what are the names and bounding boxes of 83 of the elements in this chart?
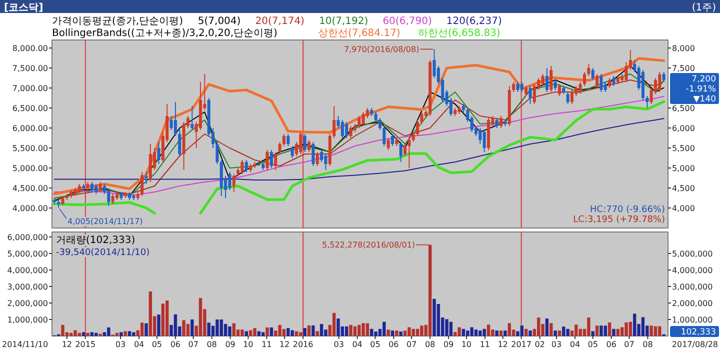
x-tick-label: 10 [243,340,254,349]
text: 하한선(6,658.83) [418,28,500,39]
x-tick-label: 06 [606,340,616,349]
x-tick-label: 05 [370,340,380,349]
x-tick-label: 11 [262,340,272,349]
y2-tick-label: 6,500 [672,104,695,113]
x-tick-label: 06 [388,340,399,349]
text: 5(7,004) [198,16,241,27]
x-tick-label: 2015 [75,340,96,349]
x-tick-label: 11 [480,340,490,349]
y-tick-label: 7,500.00 [12,64,48,73]
text: 2017/08/28 [672,340,718,349]
x-tick-label: 03 [551,340,562,349]
y-tick-label: 3,000,000 [7,282,48,292]
y-tick-label: 5,000,000 [7,249,48,258]
y2-tick-label: 1,000,000 [672,315,713,324]
y2-tick-label: 8,000 [672,44,695,53]
text: BollingerBands((고+저+종)/3,2,0,20,단순이평) [52,28,278,39]
text: (1주) [692,2,716,14]
y-tick-label: 7,000.00 [12,84,48,93]
chart-title: [코스닥] [4,2,44,14]
text: 10(7,192) [319,16,368,27]
y2-tick-label: 4,500 [672,184,695,193]
x-tick-label: 03 [115,340,126,349]
text: -1.91% [686,84,716,94]
x-tick-label: 04 [570,340,580,349]
y2-tick-label: 5,000,000 [672,249,713,258]
y2-tick-label: 2,000,000 [672,298,713,308]
text: 120(6,237) [446,16,502,27]
annotation: 7,970(2016/08/08) [344,45,420,54]
text: 60(6,790) [382,16,432,27]
text: 7,200 [692,74,716,84]
x-tick-label: 12 [62,340,72,349]
y2-tick-label: 3,000,000 [672,282,713,292]
annotation: 4,005(2014/11/17) [68,216,143,226]
y-tick-label: 8,000.00 [12,44,48,53]
text: 2014/11/10 [2,340,48,349]
y-tick-label: 4,500.00 [12,184,48,193]
annotation: LC:3,195 (+79.78%) [573,215,665,225]
y-tick-label: 5,000.00 [12,164,48,173]
x-tick-label: 08 [424,340,436,349]
y-tick-label: 4,000,000 [7,266,48,275]
y-tick-label: 6,500.00 [12,104,48,113]
y-tick-label: 1,000,000 [7,315,48,324]
x-tick-label: 04 [352,340,362,349]
text: 102,333 [680,328,716,338]
x-tick-label: 04 [134,340,144,349]
y2-tick-label: 6,000 [672,124,695,133]
text: ▼140 [693,94,716,104]
text: 20(7,174) [255,16,305,27]
y2-tick-label: 5,000 [672,164,695,173]
x-tick-label: 07 [188,340,198,349]
annotation: HC:770 (-9.66%) [590,205,665,215]
y2-tick-label: 4,000,000 [672,266,713,275]
y-tick-label: 6,000,000 [7,232,48,242]
text: 상한선(7,684.17) [318,28,400,39]
x-tick-label: 05 [588,340,598,349]
y-tick-label: 6,000.00 [12,124,48,133]
x-tick-label: 10 [461,340,472,349]
y-tick-label: 2,000,000 [7,298,48,308]
x-tick-label: 08 [642,340,653,349]
y2-tick-label: 7,500 [672,64,695,73]
x-tick-label: 03 [334,340,344,349]
x-tick-label: 2016 [292,340,314,349]
x-tick-label: 05 [152,340,162,349]
x-tick-label: 07 [624,340,634,349]
y-tick-label: 4,000.00 [12,204,48,213]
annotation: 거래량(102,333) [56,235,136,246]
y-tick-label: 5,500.00 [12,144,48,153]
annotation: 5,522,278(2016/08/01) [322,240,416,250]
y2-tick-label: 5,500 [672,144,695,153]
annotation: -39,540(2014/11/10) [56,248,150,258]
x-tick-label: 09 [225,340,236,349]
legend-title: 가격이동평균(종가,단순이평) [52,16,184,27]
y2-tick-label: 4,000 [672,204,695,213]
x-tick-label: 12 [279,340,290,349]
x-tick-label: 06 [170,340,181,349]
x-tick-label: 09 [443,340,454,349]
x-tick-label: 02 [534,340,545,349]
x-tick-label: 07 [406,340,417,349]
x-tick-label: 08 [206,340,217,349]
x-tick-label: 12 [498,340,508,349]
x-tick-label: 2017 [511,340,532,349]
